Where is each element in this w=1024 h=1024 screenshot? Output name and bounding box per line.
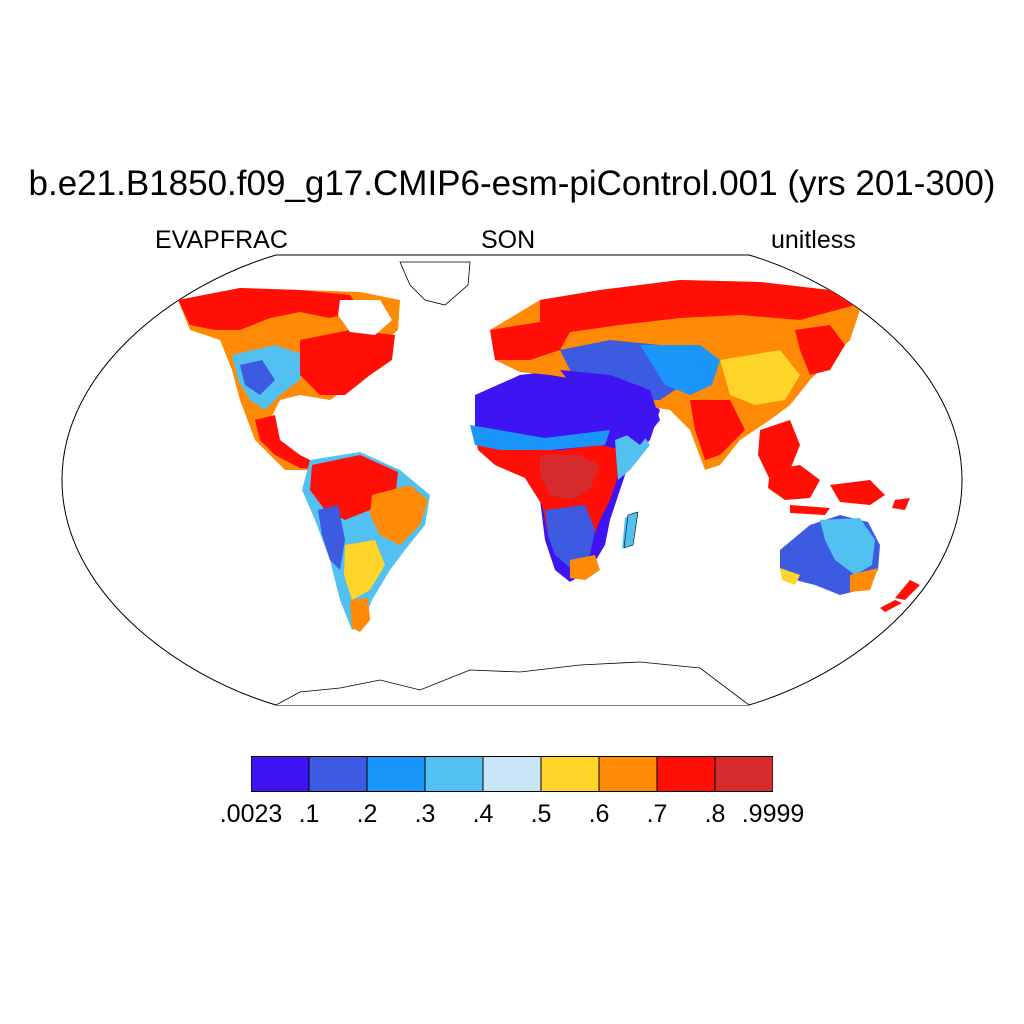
colorbar-swatch-6: [598, 756, 658, 792]
madagascar: [623, 511, 639, 549]
colorbar-tick-label: .1: [298, 800, 320, 828]
colorbar-tick-label: .5: [530, 800, 552, 828]
greenland: [399, 261, 471, 306]
units-label: unitless: [771, 226, 856, 254]
variable-label: EVAPFRAC: [155, 226, 288, 254]
colorbar-swatch-2: [366, 756, 426, 792]
colorbar-tick-label: .3: [414, 800, 436, 828]
north-america-landmass: [178, 288, 400, 470]
maritime-southeast-asia: [768, 465, 910, 515]
plot-title: b.e21.B1850.f09_g17.CMIP6-esm-piControl.…: [28, 164, 996, 203]
colorbar-svg: [250, 756, 774, 792]
colorbar-swatch-8: [714, 756, 774, 792]
antarctica-outline: [275, 661, 750, 705]
new-zealand: [880, 580, 920, 612]
colorbar-tick-label: .4: [472, 800, 494, 828]
colorbar-tick-label: .9999: [741, 800, 805, 828]
south-america-landmass: [302, 452, 430, 632]
colorbar-tick-label: .2: [356, 800, 378, 828]
eurasia-landmass: [490, 280, 860, 480]
colorbar-swatch-0: [250, 756, 310, 792]
colorbar-swatch-1: [308, 756, 368, 792]
colorbar-swatch-7: [656, 756, 716, 792]
colorbar-swatch-3: [424, 756, 484, 792]
colorbar-swatch-5: [540, 756, 600, 792]
colorbar: [250, 756, 774, 792]
colorbar-tick-label: .7: [646, 800, 668, 828]
australia-landmass: [780, 515, 880, 595]
colorbar-tick-label: .0023: [219, 800, 283, 828]
colorbar-tick-label: .8: [704, 800, 726, 828]
season-label: SON: [481, 226, 536, 254]
colorbar-tick-label: .6: [588, 800, 610, 828]
colorbar-swatch-4: [482, 756, 542, 792]
